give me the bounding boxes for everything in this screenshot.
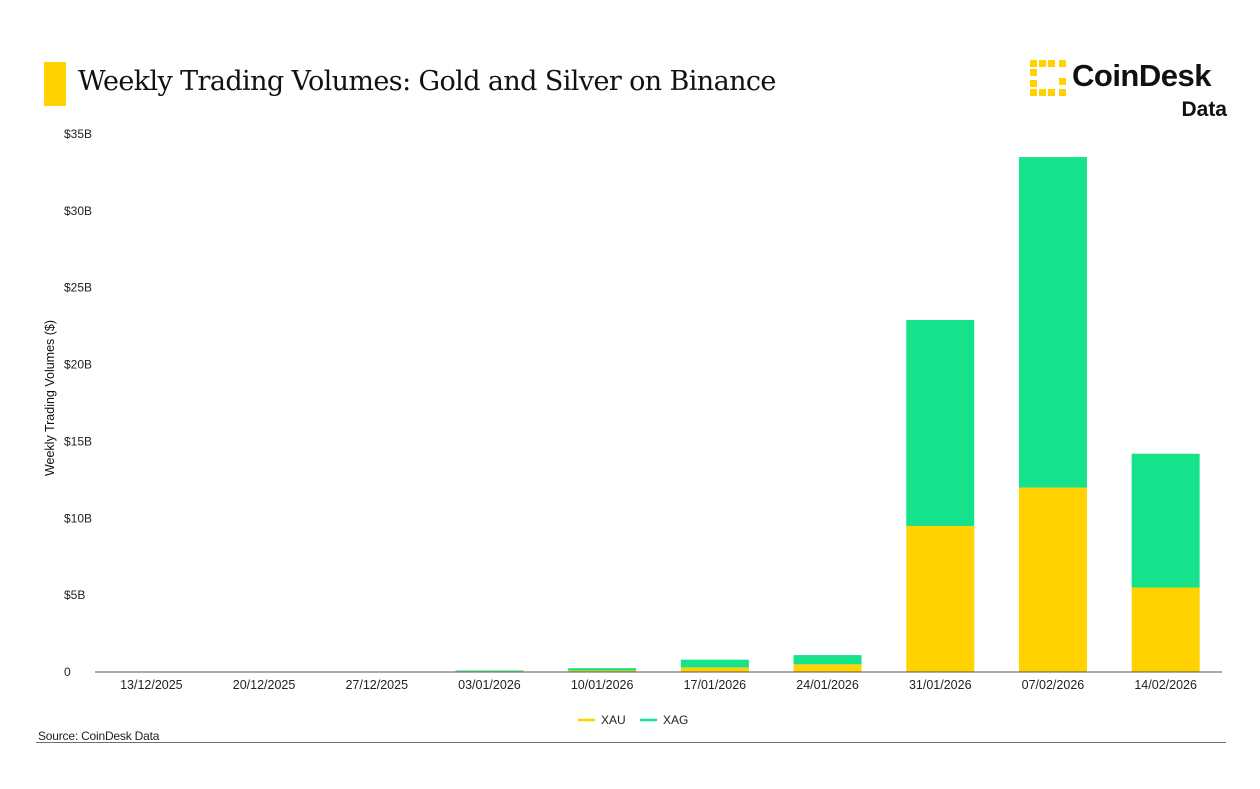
x-axis: 13/12/2025 20/12/2025 27/12/2025 03/01/2026…	[120, 678, 1197, 692]
x-tick-label: 20/12/2025	[233, 678, 296, 692]
chart-title: Weekly Trading Volumes: Gold and Silver …	[78, 66, 776, 97]
bar-xag-31-01-2026	[906, 319, 975, 526]
bar-xag-10-01-2026	[568, 668, 637, 671]
bar-xau-24-01-2026	[793, 664, 862, 672]
y-axis-label: Weekly Trading Volumes ($)	[43, 320, 57, 476]
y-tick-label: $30B	[64, 204, 92, 218]
legend-label-xag: XAG	[663, 713, 688, 727]
bar-xag-07-02-2026	[1018, 157, 1087, 488]
bottom-divider	[36, 742, 1226, 743]
y-tick-label: $5B	[64, 588, 85, 602]
y-tick-label: 0	[64, 665, 71, 679]
logo-name: CoinDesk	[1072, 58, 1211, 93]
bar-xau-10-01-2026	[568, 670, 637, 672]
bar-xau-14-02-2026	[1131, 587, 1200, 672]
bar-xag-14-02-2026	[1131, 453, 1200, 588]
y-tick-label: $10B	[64, 511, 92, 525]
source-note: Source: CoinDesk Data	[38, 729, 160, 743]
legend: XAU XAG	[578, 713, 688, 727]
x-tick-label: 03/01/2026	[458, 678, 521, 692]
bar-xag-03-01-2026	[455, 670, 524, 672]
x-tick-label: 17/01/2026	[684, 678, 747, 692]
x-tick-label: 31/01/2026	[909, 678, 972, 692]
bar-xau-17-01-2026	[680, 667, 749, 672]
legend-label-xau: XAU	[601, 713, 626, 727]
x-tick-label: 07/02/2026	[1022, 678, 1085, 692]
title-accent-bar	[44, 62, 66, 106]
x-tick-label: 24/01/2026	[796, 678, 859, 692]
coindesk-logo: CoinDesk Data	[1030, 58, 1230, 124]
bar-xau-07-02-2026	[1018, 487, 1087, 672]
bar-xag-24-01-2026	[793, 655, 862, 665]
x-tick-label: 14/02/2026	[1134, 678, 1197, 692]
bars	[455, 157, 1200, 672]
bar-xag-17-01-2026	[680, 659, 749, 668]
y-tick-label: $25B	[64, 281, 92, 295]
x-tick-label: 27/12/2025	[345, 678, 408, 692]
logo-subtitle: Data	[1181, 98, 1227, 121]
bar-xau-31-01-2026	[906, 525, 975, 672]
y-tick-label: $35B	[64, 127, 92, 141]
y-tick-label: $15B	[64, 434, 92, 448]
y-tick-label: $20B	[64, 358, 92, 372]
y-axis: 0 $5B $10B $15B $20B $25B $30B $35B	[64, 127, 92, 679]
x-tick-label: 10/01/2026	[571, 678, 634, 692]
coindesk-bracket-icon	[1030, 60, 1066, 96]
x-tick-label: 13/12/2025	[120, 678, 183, 692]
